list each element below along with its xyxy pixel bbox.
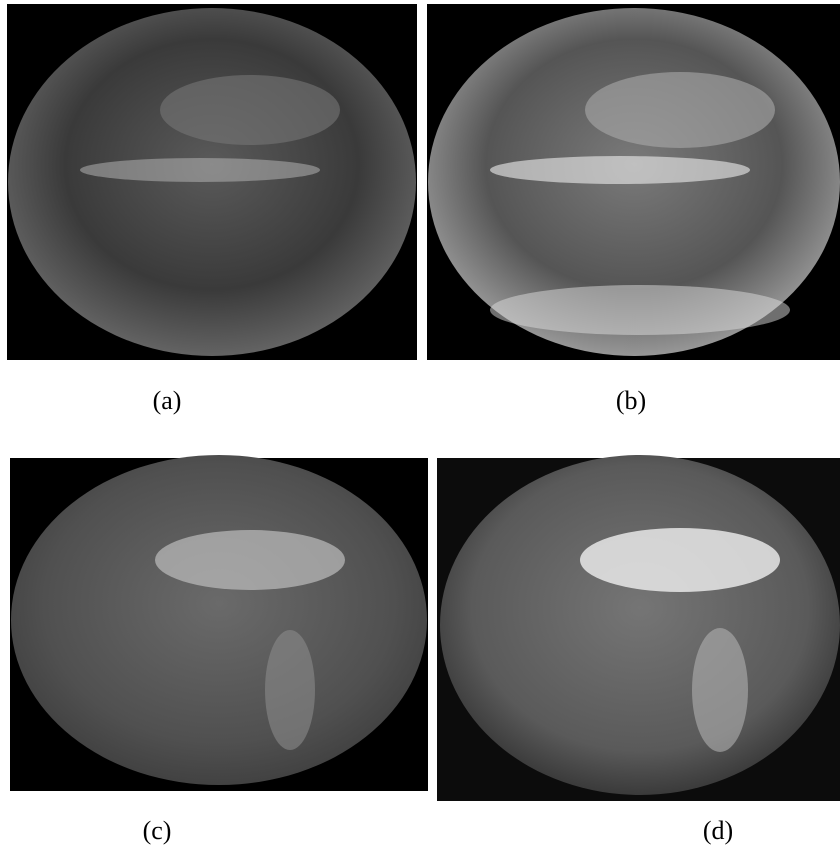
- panel-b: (b): [427, 4, 840, 415]
- earth-disk: [8, 8, 416, 356]
- earth-disk: [11, 455, 427, 785]
- land-region: [155, 530, 345, 590]
- panel-label: (d): [703, 816, 733, 845]
- figure: (a) (b) (c) (d): [0, 0, 840, 858]
- land-region: [585, 72, 775, 148]
- panel-d: (d): [437, 455, 840, 845]
- land-region: [160, 75, 340, 145]
- panel-a: (a): [7, 4, 417, 415]
- land-region: [692, 628, 748, 752]
- panel-c: (c): [10, 455, 428, 845]
- cloud-band: [80, 158, 320, 182]
- land-region: [265, 630, 315, 750]
- cloud-band: [490, 285, 790, 335]
- panel-label: (b): [616, 386, 646, 415]
- panel-label: (c): [143, 816, 172, 845]
- cloud-band: [490, 156, 750, 184]
- panel-label: (a): [153, 386, 182, 415]
- earth-disk: [440, 455, 840, 795]
- land-region: [580, 528, 780, 592]
